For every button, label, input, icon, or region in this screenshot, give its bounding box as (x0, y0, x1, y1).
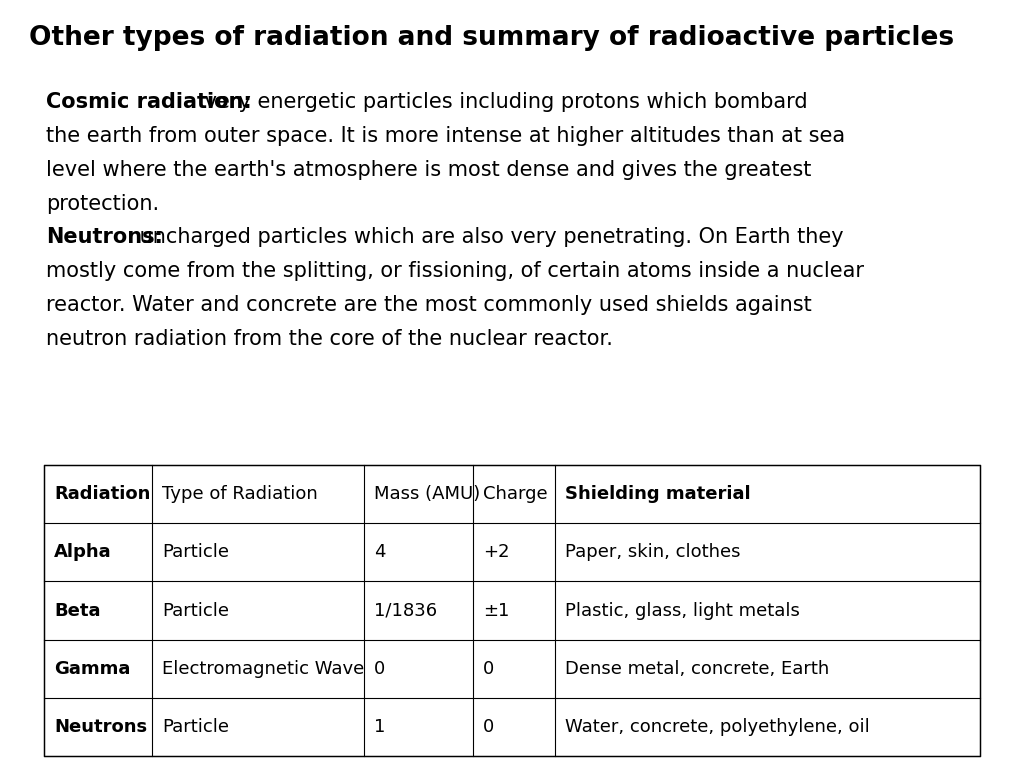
Text: Particle: Particle (162, 601, 228, 620)
Text: mostly come from the splitting, or fissioning, of certain atoms inside a nuclear: mostly come from the splitting, or fissi… (46, 261, 864, 281)
Text: uncharged particles which are also very penetrating. On Earth they: uncharged particles which are also very … (133, 227, 844, 247)
Text: the earth from outer space. It is more intense at higher altitudes than at sea: the earth from outer space. It is more i… (46, 126, 845, 146)
Text: Shielding material: Shielding material (565, 485, 751, 503)
Text: Cosmic radiation:: Cosmic radiation: (46, 92, 252, 112)
Text: Other types of radiation and summary of radioactive particles: Other types of radiation and summary of … (29, 25, 953, 51)
Text: Gamma: Gamma (54, 660, 131, 678)
Text: Mass (AMU): Mass (AMU) (374, 485, 480, 503)
Text: 1/1836: 1/1836 (374, 601, 437, 620)
Text: Radiation: Radiation (54, 485, 151, 503)
Text: level where the earth's atmosphere is most dense and gives the greatest: level where the earth's atmosphere is mo… (46, 160, 811, 180)
Text: Paper, skin, clothes: Paper, skin, clothes (565, 543, 740, 561)
Text: neutron radiation from the core of the nuclear reactor.: neutron radiation from the core of the n… (46, 329, 613, 349)
Text: 0: 0 (483, 660, 495, 678)
Text: Type of Radiation: Type of Radiation (162, 485, 317, 503)
Text: protection.: protection. (46, 194, 159, 214)
Text: very energetic particles including protons which bombard: very energetic particles including proto… (198, 92, 807, 112)
Text: Alpha: Alpha (54, 543, 112, 561)
Text: Charge: Charge (483, 485, 548, 503)
Text: Beta: Beta (54, 601, 100, 620)
Text: Neutrons:: Neutrons: (46, 227, 163, 247)
Text: ±1: ±1 (483, 601, 510, 620)
Text: reactor. Water and concrete are the most commonly used shields against: reactor. Water and concrete are the most… (46, 295, 812, 315)
Text: Neutrons: Neutrons (54, 718, 147, 737)
Text: 1: 1 (374, 718, 385, 737)
Text: Water, concrete, polyethylene, oil: Water, concrete, polyethylene, oil (565, 718, 870, 737)
Text: +2: +2 (483, 543, 510, 561)
Text: Dense metal, concrete, Earth: Dense metal, concrete, Earth (565, 660, 829, 678)
Text: Electromagnetic Wave: Electromagnetic Wave (162, 660, 365, 678)
Text: Particle: Particle (162, 543, 228, 561)
Text: 0: 0 (483, 718, 495, 737)
Text: Particle: Particle (162, 718, 228, 737)
Text: 0: 0 (374, 660, 385, 678)
Text: Plastic, glass, light metals: Plastic, glass, light metals (565, 601, 800, 620)
Text: 4: 4 (374, 543, 385, 561)
